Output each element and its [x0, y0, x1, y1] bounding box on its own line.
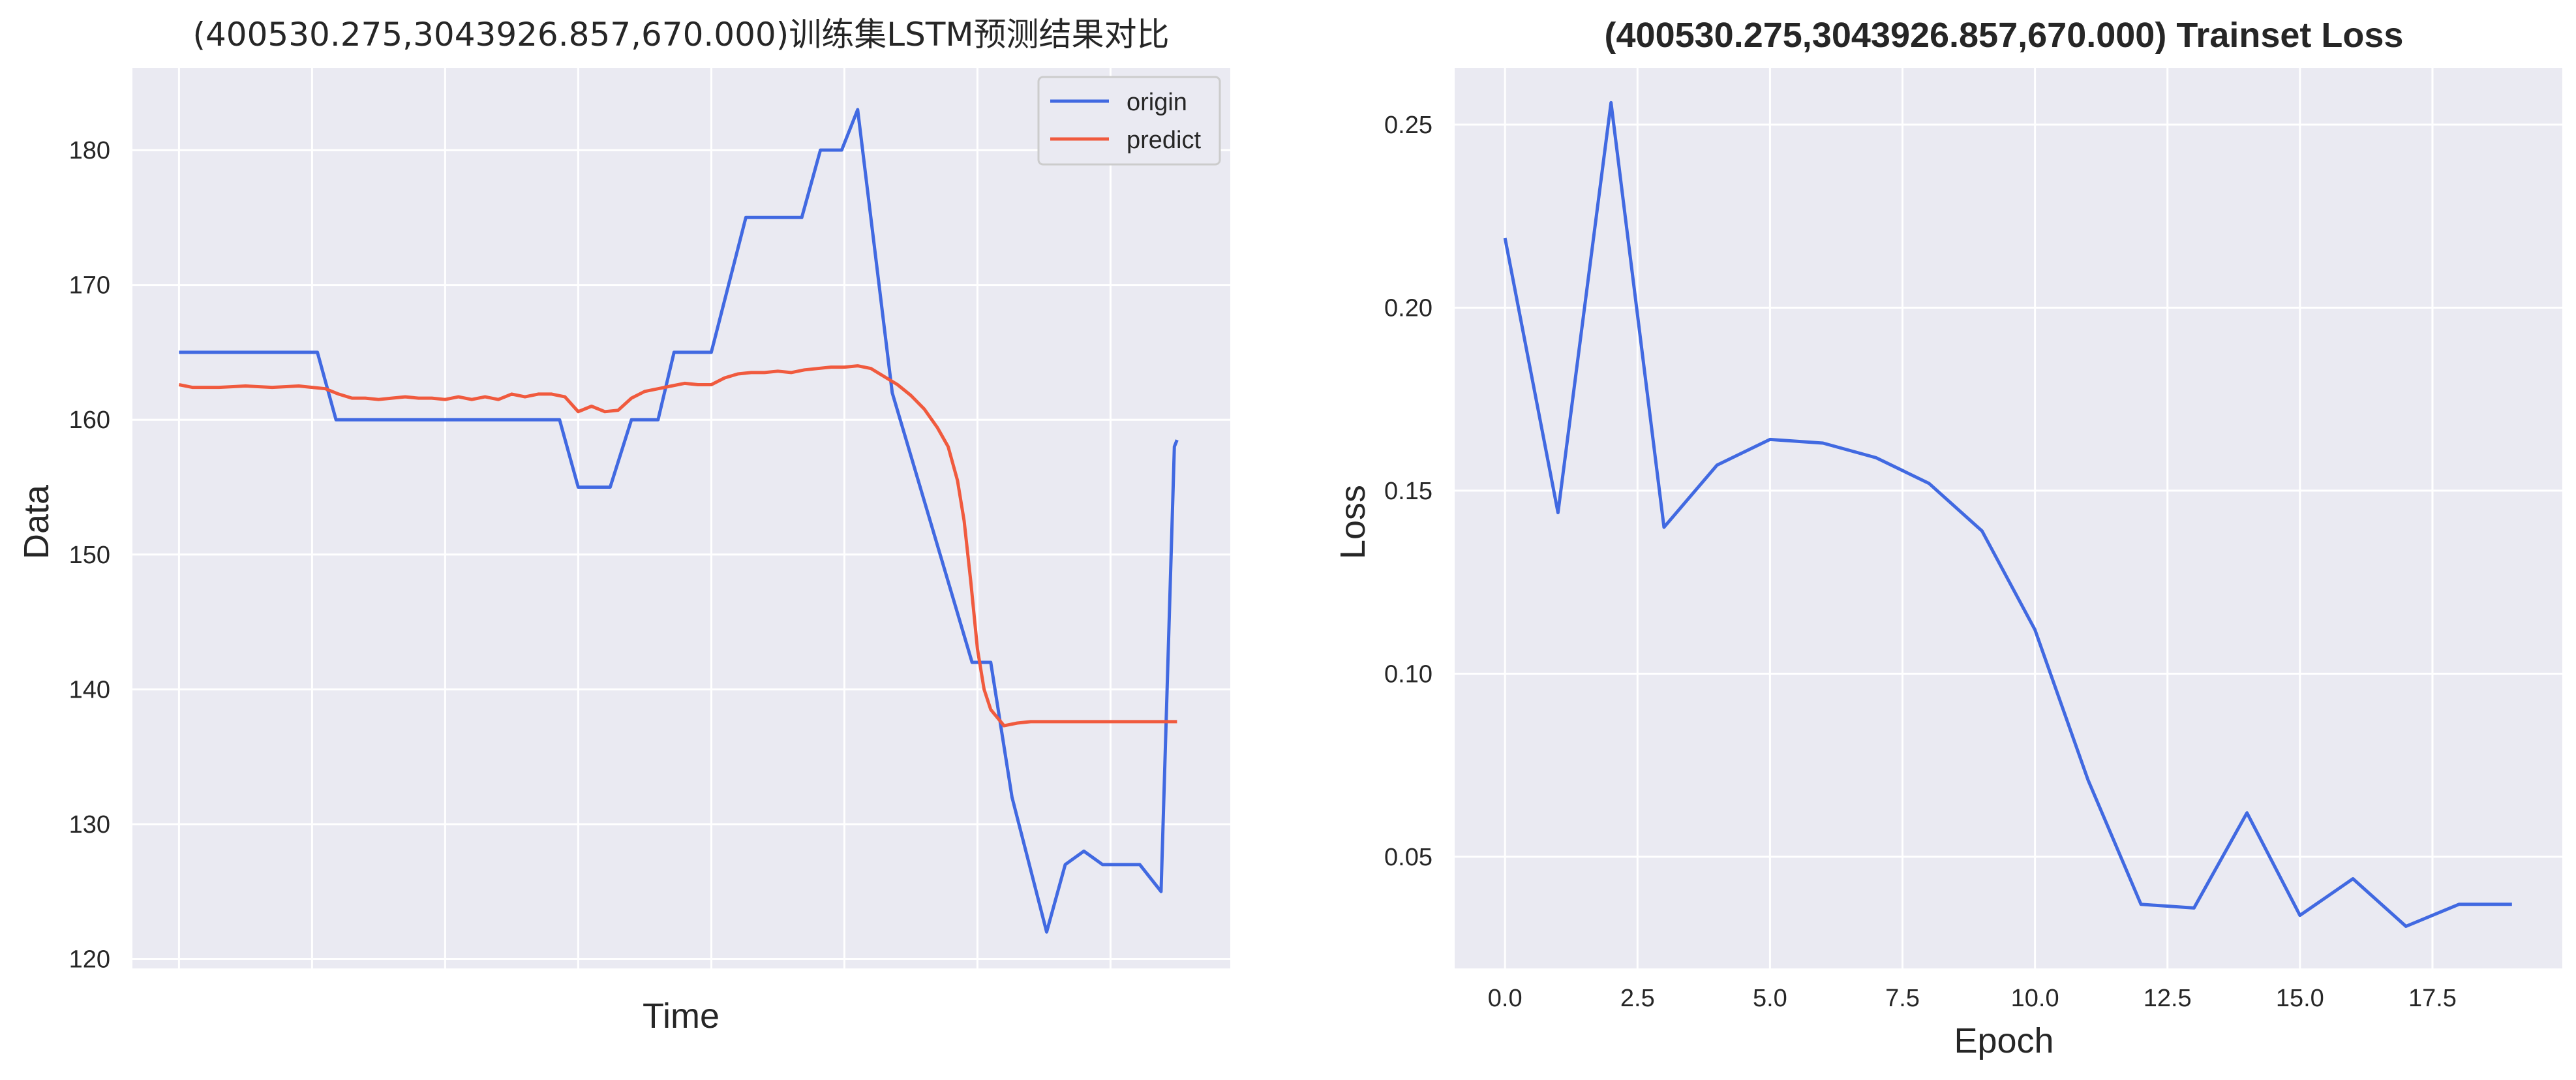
loss-x-tick-label: 17.5	[2408, 985, 2457, 1012]
loss-y-tick-label: 0.10	[1384, 660, 1432, 688]
loss-chart: 0.0 2.5 5.0 7.5 10.0 12.5 15.0 17.5 0.05 0.10 0.1…	[1333, 16, 2562, 1060]
loss-x-tick-label: 2.5	[1620, 985, 1655, 1012]
loss-y-tick-label: 0.15	[1384, 478, 1432, 505]
prediction-chart: 120 130 140 150 160 170 180 (400530.275,304392…	[17, 16, 1230, 1036]
loss-x-tick-label: 5.0	[1753, 985, 1787, 1012]
loss-x-tick-label: 12.5	[2144, 985, 2192, 1012]
prediction-legend: origin predict	[1037, 76, 1221, 166]
prediction-chart-title: (400530.275,3043926.857,670.000)训练集LSTM预…	[192, 16, 1169, 54]
loss-y-tick-label: 0.25	[1384, 112, 1432, 139]
loss-y-tick-label: 0.20	[1384, 294, 1432, 322]
prediction-y-ticks: 120 130 140 150 160 170 180	[69, 137, 110, 974]
prediction-y-tick-label: 170	[69, 272, 110, 300]
prediction-y-tick-label: 130	[69, 811, 110, 839]
legend-origin-label: origin	[1127, 89, 1187, 116]
loss-x-tick-label: 15.0	[2276, 985, 2324, 1012]
prediction-x-axis-label: Time	[643, 996, 720, 1036]
loss-series	[1503, 100, 2512, 928]
loss-chart-title: (400530.275,3043926.857,670.000) Trainse…	[1605, 16, 2404, 55]
series-line-predict	[178, 364, 1177, 728]
prediction-y-tick-label: 140	[69, 676, 110, 703]
prediction-series	[178, 108, 1179, 934]
loss-x-tick-label: 0.0	[1488, 985, 1523, 1012]
prediction-y-axis-label: Data	[17, 484, 56, 559]
loss-x-ticks: 0.0 2.5 5.0 7.5 10.0 12.5 15.0 17.5	[1488, 985, 2457, 1012]
series-line-origin	[179, 108, 1179, 934]
loss-x-axis-label: Epoch	[1954, 1021, 2053, 1060]
loss-x-tick-label: 7.5	[1885, 985, 1920, 1012]
loss-plot-area	[1455, 68, 2562, 968]
prediction-grid	[132, 68, 1230, 968]
loss-series-line	[1503, 100, 2512, 928]
prediction-y-tick-label: 160	[69, 407, 110, 434]
prediction-y-tick-label: 150	[69, 542, 110, 569]
legend-box	[1037, 76, 1221, 166]
legend-predict-label: predict	[1127, 127, 1201, 154]
loss-y-ticks: 0.05 0.10 0.15 0.20 0.25	[1384, 112, 1432, 871]
prediction-y-tick-label: 180	[69, 137, 110, 164]
loss-y-axis-label: Loss	[1333, 485, 1372, 559]
loss-y-tick-label: 0.05	[1384, 844, 1432, 871]
loss-grid	[1455, 68, 2562, 968]
prediction-y-tick-label: 120	[69, 946, 110, 974]
prediction-plot-area	[132, 68, 1230, 968]
loss-x-tick-label: 10.0	[2011, 985, 2059, 1012]
